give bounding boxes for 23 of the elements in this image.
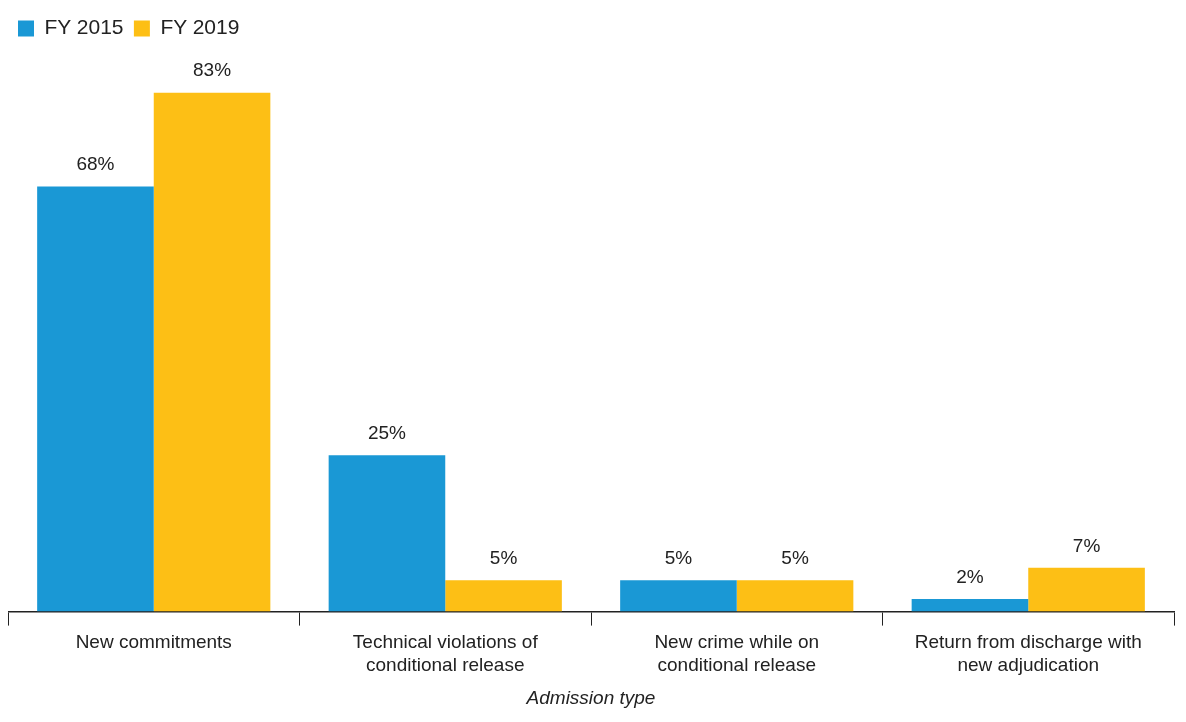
data-label: 68% (76, 153, 115, 175)
bar (328, 455, 446, 612)
data-label: 5% (664, 547, 693, 569)
data-label: 5% (489, 547, 518, 569)
data-label: 7% (1072, 534, 1101, 556)
bar (736, 580, 854, 612)
legend-label: FY 2015 (44, 15, 124, 39)
bar (153, 92, 271, 612)
x-axis-title: Admission type (525, 686, 656, 708)
legend-label: FY 2019 (160, 15, 240, 39)
bar (37, 186, 154, 612)
data-label: 83% (193, 59, 232, 81)
x-tick-label: Technical violations of conditional release (352, 631, 539, 676)
x-tick-label: Return from discharge with new adjudication (914, 631, 1142, 676)
bar (1028, 567, 1145, 612)
data-label: 25% (367, 422, 407, 444)
x-tick-label: New commitments (75, 631, 232, 653)
data-label: 2% (956, 565, 984, 587)
x-tick-label: New crime while on conditional release (654, 631, 820, 676)
data-label: 5% (781, 547, 809, 569)
bar (445, 580, 562, 612)
bar (620, 580, 737, 612)
bar (911, 599, 1029, 612)
